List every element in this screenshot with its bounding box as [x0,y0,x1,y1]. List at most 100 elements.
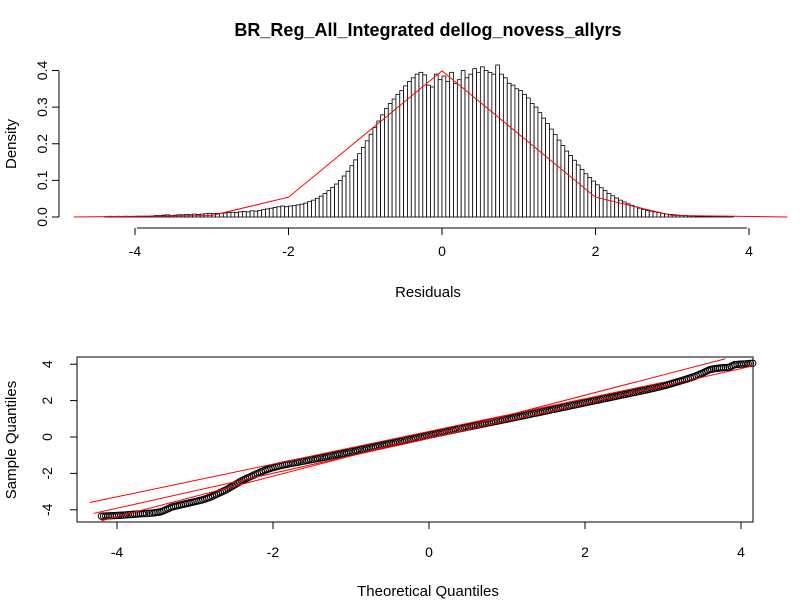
histogram-bar [257,210,263,218]
histogram-bar [314,197,320,218]
qq-panel: -4 -2 0 2 4 -4 -2 0 2 4 Theoretical Quantiles Sa… [3,356,757,600]
qq-y-tick-label: -2 [39,467,55,480]
histogram-title: BR_Reg_All_Integrated dellog_novess_ally… [234,20,621,40]
histogram-bar [376,120,382,218]
histogram-bar [380,114,385,218]
histogram-bar [368,133,374,218]
histogram-bar [322,193,328,218]
histogram-bar [364,140,370,218]
qq-reference-line [101,358,726,522]
histogram-x-tick-label: 0 [438,243,446,259]
density-overlay-line [73,70,788,218]
histogram-y-ticks: 0.0 0.1 0.2 0.3 0.4 [34,61,59,227]
histogram-panel: BR_Reg_All_Integrated dellog_novess_ally… [3,20,788,301]
histogram-bar [483,70,489,218]
histogram-bar [583,173,589,218]
histogram-bar [656,212,662,218]
histogram-bar [460,70,466,218]
histogram-bar [253,210,259,218]
histogram-bar [514,88,520,218]
histogram-bar [633,206,639,218]
qq-reference-line [93,365,753,514]
histogram-bar [276,206,282,218]
histogram-bar [222,212,228,218]
histogram-bar [495,64,500,218]
qq-y-tick-label: 4 [39,360,55,368]
histogram-bar [526,97,531,218]
histogram-bar [595,184,600,218]
histogram-bar [387,103,393,218]
histogram-bar [537,112,543,218]
histogram-bar [384,108,389,218]
histogram-bar [445,81,451,218]
histogram-bar [284,206,289,218]
histogram-bar [391,98,397,218]
histogram-y-tick-label: 0.3 [34,97,50,117]
qq-reference-line [89,381,664,504]
histogram-bar [552,134,558,218]
histogram-bar [652,211,658,218]
histogram-bar [614,197,619,218]
histogram-bar [579,168,585,218]
qq-point [222,486,230,494]
histogram-bar [418,71,424,218]
histogram-bar [456,79,462,218]
histogram-bar [545,123,550,218]
histogram-bar [295,204,301,218]
histogram-bar [307,201,312,218]
qq-y-ticks: -4 -2 0 2 4 [39,360,77,516]
histogram-bar [572,159,577,218]
histogram-bar [453,82,458,218]
histogram-bar [541,117,547,218]
qq-x-tick-label: -2 [267,544,280,560]
histogram-bar [529,103,535,218]
histogram-bar [326,190,332,218]
histogram-bar [288,205,293,218]
histogram-bar [606,193,612,218]
qq-x-tick-label: 4 [737,544,745,560]
histogram-bar [502,77,508,218]
histogram-overlay [73,70,788,218]
histogram-bar [568,155,573,218]
histogram-bar [265,208,270,218]
histogram-bar [476,71,481,218]
histogram-bar [349,165,355,218]
histogram-bar [560,145,566,218]
histogram-bar [299,203,305,218]
histogram-bar [564,150,570,218]
histogram-bar [357,153,362,218]
histogram-bar [272,207,278,218]
histogram-bar [268,207,274,218]
qq-point [234,479,242,487]
histogram-bar [226,212,232,218]
histogram-bar [598,187,604,218]
histogram-bar [433,73,439,218]
histogram-bar [533,106,539,218]
histogram-bar [261,209,266,218]
histogram-bar [472,68,477,218]
qq-y-label: Sample Quantiles [3,381,20,499]
qq-plot-box [76,356,754,523]
histogram-bar [280,205,286,218]
histogram-bar [318,195,324,218]
histogram-bar [245,211,251,218]
qq-point [142,509,151,518]
qq-y-tick-label: 0 [39,433,55,441]
histogram-bar [330,186,335,218]
histogram-bar [602,190,608,218]
histogram-bar [648,210,654,218]
histogram-bar [522,93,527,218]
histogram-bar [549,128,554,218]
histogram-bar [499,73,504,218]
histogram-bar [341,175,347,218]
histogram-bar [694,215,700,218]
histogram-bar [345,170,351,218]
histogram-bar [337,179,343,218]
histogram-bar [399,90,405,218]
histogram-x-tick-label: 4 [745,243,753,259]
qq-x-tick-label: 0 [425,544,433,560]
qq-y-tick-label: 2 [39,396,55,404]
histogram-bar [395,93,401,218]
histogram-bar [629,204,635,218]
